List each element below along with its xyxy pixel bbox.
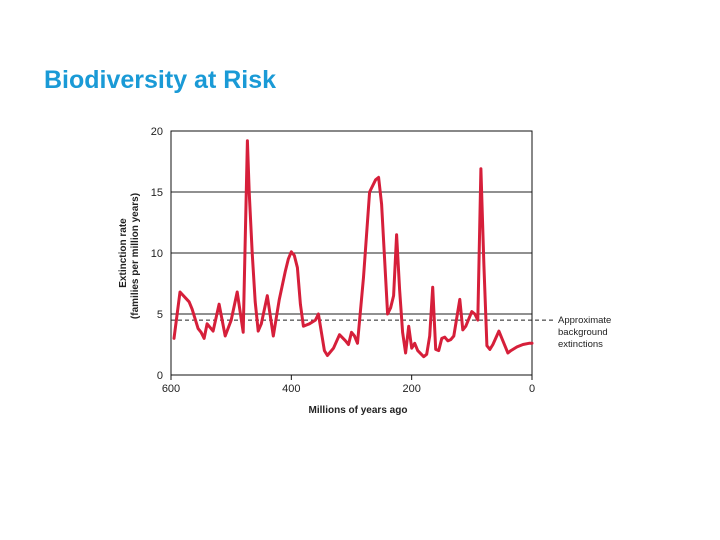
plot-frame bbox=[170, 130, 533, 376]
y-tick-label: 10 bbox=[151, 248, 163, 260]
y-tick-label: 15 bbox=[151, 187, 163, 199]
y-axis-label-line2: (families per million years) bbox=[130, 193, 141, 319]
y-tick-label: 5 bbox=[157, 309, 163, 321]
y-tick-label: 0 bbox=[157, 370, 163, 382]
x-tick-label: 0 bbox=[529, 383, 535, 395]
background-extinction-label: background bbox=[558, 327, 608, 338]
slide-title: Biodiversity at Risk bbox=[44, 66, 277, 94]
x-tick-label: 400 bbox=[282, 383, 300, 395]
y-axis-label-line1: Extinction rate bbox=[118, 218, 129, 288]
background-extinction-label: Approximate bbox=[558, 315, 611, 326]
y-tick-label: 20 bbox=[151, 126, 163, 138]
x-axis-label: Millions of years ago bbox=[309, 405, 408, 416]
axis-labels: Millions of years ago Extinction rate (f… bbox=[118, 193, 407, 416]
series-line-0 bbox=[172, 139, 534, 359]
x-tick-label: 600 bbox=[162, 383, 180, 395]
x-tick-label: 200 bbox=[402, 383, 420, 395]
series-layer bbox=[172, 139, 534, 359]
tick-labels: 0 5 10 15 20 600 400 200 0 bbox=[151, 126, 535, 395]
background-extinction-label: extinctions bbox=[558, 339, 603, 350]
